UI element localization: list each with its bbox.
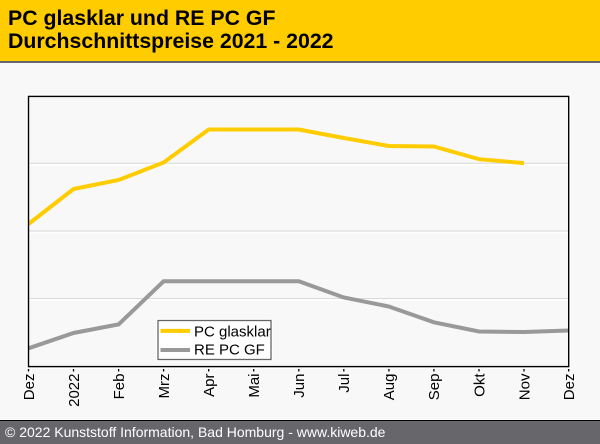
svg-text:RE PC GF: RE PC GF [194, 341, 265, 358]
svg-text:Mai: Mai [246, 374, 263, 398]
svg-text:Jun: Jun [291, 374, 308, 398]
svg-text:Sep: Sep [426, 374, 443, 401]
svg-text:Okt: Okt [471, 373, 488, 397]
svg-text:Mrz: Mrz [156, 374, 173, 399]
svg-text:Aug: Aug [381, 374, 398, 401]
svg-text:Feb: Feb [111, 374, 128, 400]
svg-text:Apr: Apr [201, 373, 218, 396]
svg-text:Dez: Dez [561, 374, 578, 401]
svg-text:Nov: Nov [516, 373, 533, 400]
svg-text:PC glasklar: PC glasklar [194, 324, 271, 341]
svg-text:2022: 2022 [66, 374, 83, 407]
svg-text:Jul: Jul [336, 374, 353, 393]
svg-text:Dez: Dez [21, 374, 38, 401]
